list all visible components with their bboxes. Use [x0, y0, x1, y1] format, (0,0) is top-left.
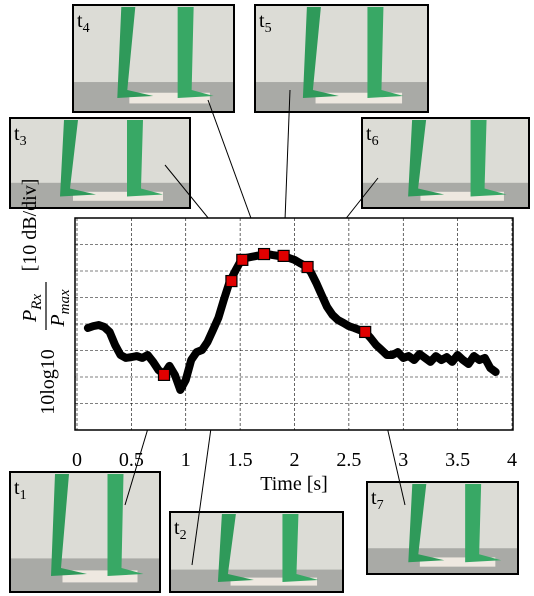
x-tick-label: 3: [398, 449, 408, 471]
x-tick-label: 2.5: [336, 449, 361, 471]
x-tick-label: 1.5: [228, 449, 253, 471]
label-sub: 1: [20, 488, 27, 503]
x-tick-label: 0: [72, 449, 82, 471]
y-label-num-p: P: [19, 310, 41, 323]
photo: t4: [73, 5, 234, 112]
marker: [302, 262, 313, 273]
photo: t5: [255, 5, 428, 112]
marker: [226, 276, 237, 287]
x-tick-label: 3.5: [445, 449, 470, 471]
marker: [237, 254, 248, 265]
x-tick-label: 4: [507, 449, 517, 471]
marker: [259, 249, 270, 260]
marker: [278, 250, 289, 261]
label-sub: 3: [20, 134, 27, 149]
photo: t7: [367, 482, 518, 574]
label-sub: 5: [265, 21, 272, 36]
y-label-num-sub: Rx: [29, 294, 45, 311]
x-tick-label: 0.5: [119, 449, 144, 471]
label-sub: 2: [180, 528, 187, 543]
y-label-unit: [10 dB/div]: [19, 179, 41, 272]
marker: [159, 369, 170, 380]
y-label-den-sub: max: [57, 289, 73, 314]
photo: t6: [362, 118, 529, 208]
x-tick-label: 1: [181, 449, 191, 471]
label-sub: 7: [377, 498, 384, 513]
label-sub: 6: [372, 134, 379, 149]
photo: t2: [170, 512, 343, 592]
photo: t1: [10, 472, 160, 592]
marker: [360, 326, 371, 337]
y-label-prefix: 10log10: [37, 349, 59, 415]
x-axis-label: Time [s]: [260, 473, 328, 495]
label-sub: 4: [83, 21, 90, 36]
x-tick-label: 2: [290, 449, 300, 471]
chart: t1t2t3t4t5t6t7 00.511.522.533.54 Time [s…: [0, 0, 534, 596]
y-label-den-p: P: [47, 314, 69, 327]
